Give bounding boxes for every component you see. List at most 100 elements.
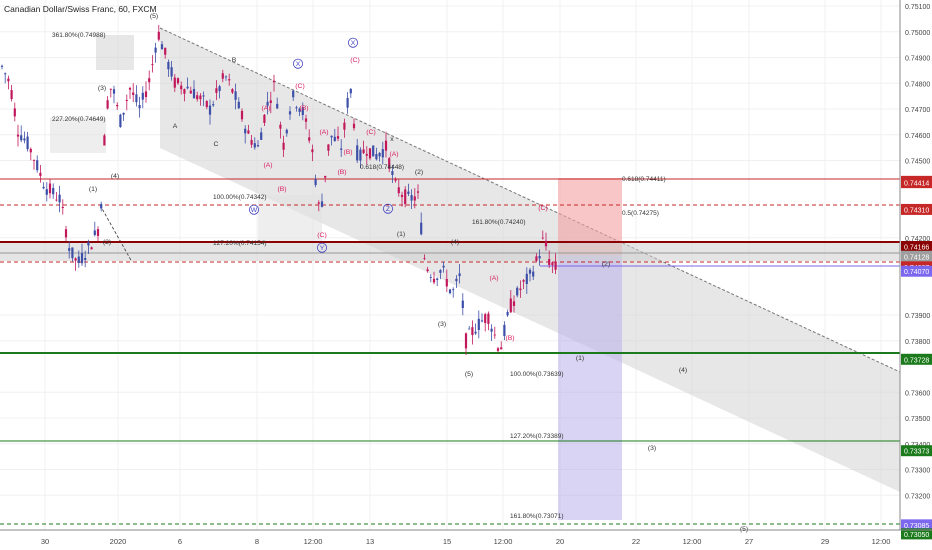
fib-label: 100.00%(0.74342) [213,194,267,201]
wave-label: (4) [111,173,119,180]
wave-label: x [390,136,394,143]
candle-body [231,89,234,93]
wave-label: (B) [343,149,352,156]
channel-upper-dashed [159,27,901,373]
candle-body [164,47,167,55]
x-tick-label: 12:00 [683,537,702,546]
price-badge-label: 0.74070 [904,269,929,276]
candle-body [288,111,292,115]
candle-body [359,149,362,161]
candle-body [548,259,551,265]
candle-body [432,278,436,283]
candle-body [80,252,84,264]
y-tick-label: 0.75000 [905,30,930,37]
candle-body [55,199,58,201]
time-axis[interactable]: 30 2020 6 8 12:00 13 15 12:00 20 22 12:00 27 29 12:00 [0,529,932,546]
wave-box-1 [96,35,134,70]
candle-body [404,189,407,205]
price-axis[interactable]: 0.75100 0.75000 0.74900 0.74800 0.74700 0.746… [899,0,932,540]
y-tick-label: 0.75100 [905,4,930,11]
candle-body [77,256,80,263]
candle-body [100,203,103,209]
fib-label: 361.80%(0.74988) [52,32,106,39]
candle-body [551,262,554,266]
price-badge-label: 0.74414 [904,181,929,188]
candle-body [10,90,13,100]
candle-body [509,298,512,313]
candle-body [455,278,458,282]
candles [0,24,557,355]
candle-body [208,105,212,115]
candle-body [381,149,384,158]
wave-label: A [173,123,178,130]
wave-label: (C) [538,205,547,212]
candle-body [458,273,461,277]
wave-label: W [251,207,258,214]
wave-circle [347,37,358,48]
candle-body [125,100,128,102]
candle-body [368,148,372,159]
candle-body [68,248,71,251]
wave-label: Y [320,245,325,252]
candle-body [343,122,346,130]
wave-label: (B) [505,335,514,342]
candle-body [0,65,4,67]
x-tick-label: 8 [255,537,259,546]
candle-body [157,31,160,40]
candle-body [532,271,535,277]
candle-body [298,108,301,112]
wave-label: C [214,141,219,148]
candle-body [362,149,365,154]
candle-body [452,289,455,291]
x-tick-label: 27 [745,537,753,546]
candle-body [464,333,468,349]
x-tick-label: 13 [366,537,374,546]
candle-body [202,95,205,97]
candle-body [93,230,96,236]
candle-body [397,187,400,194]
candle-body [266,101,269,106]
candle-body [16,134,20,137]
candle-body [285,129,288,134]
price-badge: 0.73050 [901,528,932,540]
candle-body [407,191,410,194]
wave-box-3 [258,195,322,241]
candle-body [244,128,247,134]
chart-drawings [0,27,901,520]
wave-label: (2) [103,239,111,246]
candle-body [87,242,90,246]
candle-body [135,94,138,103]
x-tick-label: 12:00 [304,537,323,546]
candle-body [500,347,503,350]
wave-label: X [296,61,301,68]
candle-body [192,88,196,99]
price-badge-label: 0.73085 [904,523,929,530]
price-badge: 0.73373 [901,445,932,457]
candle-body [205,101,208,108]
candle-body [378,152,381,157]
candle-body [423,258,426,260]
candle-body [74,258,77,261]
candle-body [330,135,333,138]
x-tick-label: 12:00 [494,537,513,546]
candle-body [215,88,218,93]
candle-body [253,143,256,148]
candle-body [112,89,116,94]
price-badge-label: 0.73728 [904,357,929,364]
candle-body [541,237,544,239]
wave-label: (5) [150,13,158,20]
wave-label: (5) [465,371,473,378]
price-badge: 0.74070 [901,265,932,277]
candle-body [52,188,55,195]
candle-body [413,196,416,201]
candle-body [503,324,506,337]
candle-body [333,136,336,141]
candle-body [538,255,541,259]
candle-body [96,229,100,236]
wave-label: (A) [489,275,498,282]
candle-body [106,100,109,109]
price-badge-label: 0.74128 [904,254,929,261]
candle-body [250,139,253,145]
candle-body [308,137,311,141]
